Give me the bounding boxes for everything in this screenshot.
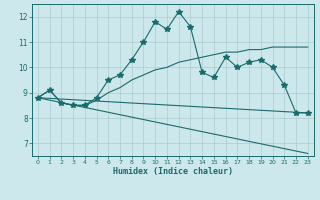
X-axis label: Humidex (Indice chaleur): Humidex (Indice chaleur)	[113, 167, 233, 176]
